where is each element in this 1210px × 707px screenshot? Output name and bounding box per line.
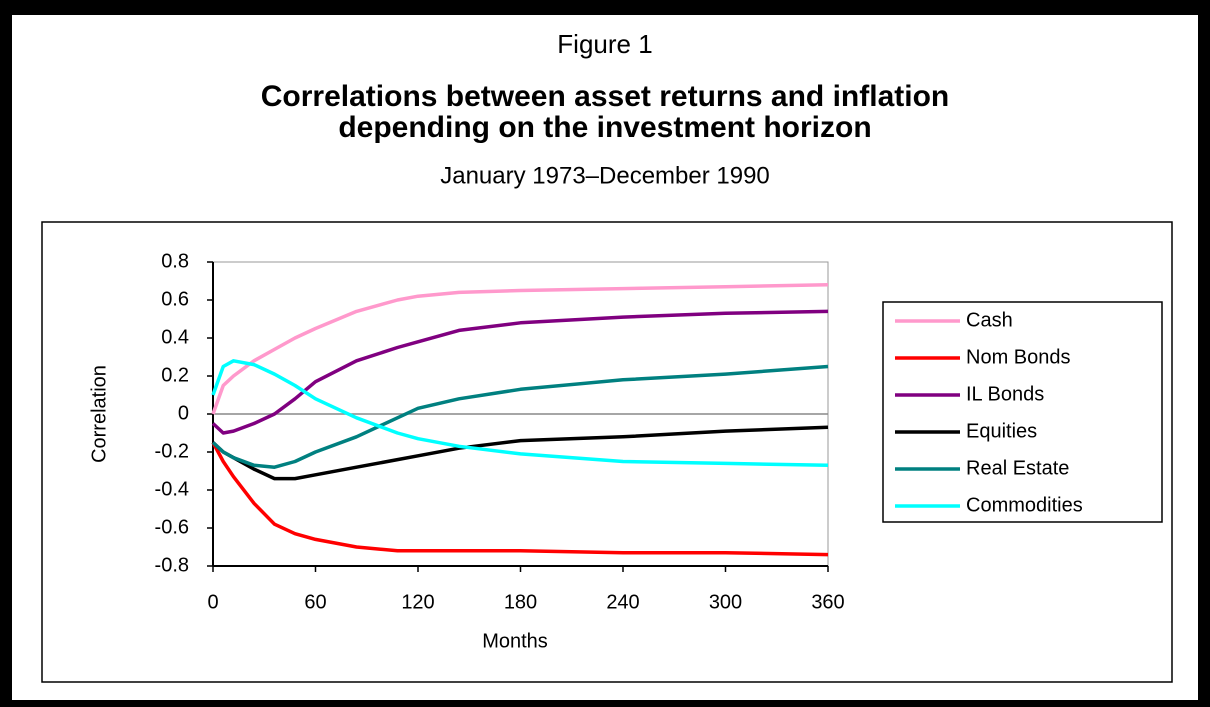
chart-subtitle: January 1973–December 1990 xyxy=(440,162,770,189)
legend-label: Nom Bonds xyxy=(966,346,1071,368)
y-axis-label: Correlation xyxy=(88,365,110,463)
y-tick-label: 0.6 xyxy=(161,288,189,310)
x-tick-label: 180 xyxy=(504,591,537,613)
legend-label: Equities xyxy=(966,420,1037,442)
x-axis-label: Months xyxy=(482,630,548,652)
x-tick-label: 360 xyxy=(811,591,844,613)
x-tick-label: 120 xyxy=(401,591,434,613)
chart-title: Correlations between asset returns and i… xyxy=(261,80,949,113)
legend-label: Real Estate xyxy=(966,457,1069,479)
legend-label: Commodities xyxy=(966,494,1083,516)
series-line xyxy=(211,309,829,435)
series-line xyxy=(211,364,829,469)
legend-label: IL Bonds xyxy=(966,383,1044,405)
series-line xyxy=(211,441,829,557)
chart-frame xyxy=(41,221,1173,683)
series-line xyxy=(211,283,829,415)
x-tick-label: 0 xyxy=(207,591,218,613)
legend-label: Cash xyxy=(966,309,1013,331)
x-tick-label: 60 xyxy=(304,591,326,613)
y-tick-label: -0.8 xyxy=(155,554,189,576)
y-tick-label: 0 xyxy=(178,402,189,424)
y-tick-label: -0.4 xyxy=(155,478,189,500)
y-tick-label: -0.6 xyxy=(155,516,189,538)
y-tick-label: -0.2 xyxy=(155,440,189,462)
figure-label: Figure 1 xyxy=(557,29,652,59)
legend xyxy=(882,301,1163,523)
x-tick-label: 300 xyxy=(709,591,742,613)
x-tick-label: 240 xyxy=(606,591,639,613)
y-tick-label: 0.2 xyxy=(161,364,189,386)
y-tick-label: 0.4 xyxy=(161,326,189,348)
series-line xyxy=(211,359,829,468)
y-tick-label: 0.8 xyxy=(161,250,189,272)
chart-title: depending on the investment horizon xyxy=(338,111,871,144)
